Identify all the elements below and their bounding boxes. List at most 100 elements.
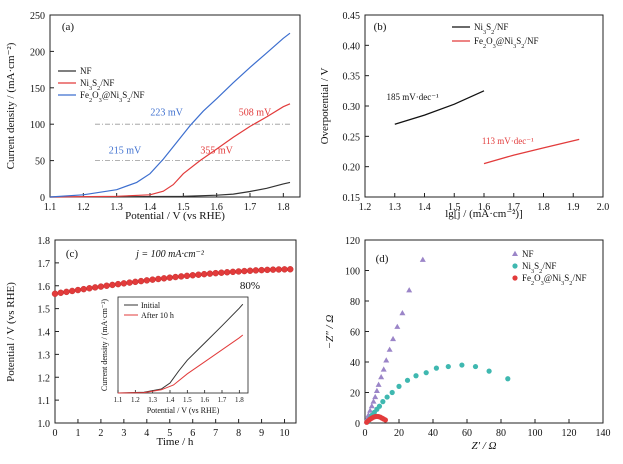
x-tick-label: 7 <box>213 428 218 439</box>
annotation-label: 113 mV·dec⁻¹ <box>482 136 534 146</box>
series-line-1 <box>49 103 291 198</box>
panel-label: (b) <box>374 21 387 33</box>
inset-legend-label: Initial <box>141 301 161 310</box>
x-tick-label: 1.6 <box>478 202 491 213</box>
data-point <box>149 276 156 283</box>
data-point <box>172 273 179 281</box>
x-tick-label: 120 <box>562 428 577 439</box>
y-tick-label: 0.20 <box>343 163 361 174</box>
data-point <box>264 266 271 274</box>
data-point <box>143 277 151 284</box>
series-line-1 <box>483 138 580 165</box>
inset-x-axis-label: Potential / V (vs RHE) <box>147 406 220 415</box>
data-point <box>137 277 145 285</box>
x-tick-label: 1.7 <box>244 202 257 213</box>
condition-label: j = 100 mA·cm⁻² <box>134 249 205 260</box>
data-point <box>384 394 390 400</box>
inset-x-tick-label: 1.2 <box>131 396 140 404</box>
inset-x-tick-label: 1.3 <box>148 396 157 404</box>
series-line-0 <box>394 90 485 125</box>
data-point <box>160 275 168 282</box>
x-tick-label: 4 <box>144 428 149 439</box>
data-point <box>370 398 377 404</box>
data-point <box>120 280 128 287</box>
data-point <box>383 357 390 363</box>
x-tick-label: 0 <box>53 428 58 439</box>
x-tick-label: 10 <box>280 428 290 439</box>
plot-frame <box>49 14 301 198</box>
y-tick-label: 1.7 <box>38 259 51 270</box>
x-axis-label: lg[j / (mA·cm⁻²)] <box>445 208 523 220</box>
y-tick-label: 50 <box>35 157 45 168</box>
x-tick-label: 1.3 <box>110 202 123 213</box>
data-point <box>368 403 375 409</box>
data-point <box>178 273 185 280</box>
y-tick-label: 1.1 <box>38 396 51 407</box>
x-tick-label: 1.7 <box>508 202 521 213</box>
y-tick-label: 1.2 <box>38 373 51 384</box>
x-axis-label: Time / h <box>157 436 194 448</box>
legend-marker <box>512 275 518 281</box>
x-tick-label: 5 <box>167 428 172 439</box>
legend-marker <box>512 263 518 269</box>
y-tick-label: 0 <box>40 193 45 204</box>
data-point <box>367 407 374 413</box>
x-tick-label: 1.5 <box>177 202 190 213</box>
x-tick-label: 1.1 <box>44 202 57 213</box>
data-point <box>472 363 479 370</box>
legend-label: Ni3S2/NF <box>474 22 508 36</box>
data-point <box>373 387 380 393</box>
x-axis-label: Potential / V (vs RHE) <box>125 210 225 222</box>
data-point <box>57 289 64 297</box>
y-tick-label: 100 <box>30 120 45 131</box>
y-tick-label: 0.45 <box>343 11 361 22</box>
y-tick-label: 200 <box>30 47 45 58</box>
data-point <box>69 287 76 295</box>
data-point <box>223 269 231 276</box>
data-point <box>505 376 511 382</box>
y-tick-label: 0.40 <box>343 41 361 52</box>
x-tick-label: 60 <box>462 428 472 439</box>
data-point <box>386 346 393 352</box>
annotation-label: 185 mV·dec⁻¹ <box>387 92 439 102</box>
panel-b: 1.2 1.3 1.4 1.5 1.6 1.7 1.8 1.9 2.0 0.15 0.20 0.25 0… <box>319 11 609 220</box>
inset-series-line-1 <box>117 334 244 394</box>
legend-label: NF <box>80 66 92 76</box>
y-tick-label: 1.8 <box>38 236 51 247</box>
x-tick-label: 1.9 <box>567 202 580 213</box>
panel-label: (d) <box>376 253 389 265</box>
x-tick-label: 1.6 <box>210 202 223 213</box>
y-tick-label: 250 <box>30 11 45 22</box>
data-point <box>189 272 196 279</box>
x-tick-label: 9 <box>259 428 264 439</box>
legend-label: Fe2O3@Ni3S2/NF <box>522 273 586 287</box>
x-tick-label: 2.0 <box>597 202 610 213</box>
data-point <box>394 323 401 329</box>
data-point <box>404 377 411 383</box>
annotation-label: 223 mV <box>150 107 183 118</box>
x-tick-label: 1.4 <box>144 202 157 213</box>
data-point <box>445 363 451 370</box>
data-point <box>241 267 248 275</box>
data-point <box>200 270 208 278</box>
panel-a: 1.1 1.2 1.3 1.4 1.5 1.6 1.7 1.8 0 50 100 150 200 250 2… <box>5 11 301 222</box>
y-axis-label: −Z″ / Ω <box>324 315 336 350</box>
panel-d: 0 20 40 60 80 100 120 140 0 20 40 60 80 100 120 (d) NF Ni… <box>324 236 611 452</box>
inset-x-tick-label: 1.7 <box>218 396 227 404</box>
x-tick-label: 1.4 <box>418 202 431 213</box>
data-point <box>459 362 465 368</box>
y-tick-label: 1.3 <box>38 350 51 361</box>
data-point <box>97 283 105 290</box>
series-line-0 <box>49 181 291 198</box>
data-point <box>423 370 429 376</box>
data-point <box>91 284 99 291</box>
x-tick-label: 1.2 <box>77 202 90 213</box>
y-tick-label: 1.6 <box>38 282 51 293</box>
data-point <box>389 389 395 396</box>
data-point <box>252 267 260 274</box>
data-point <box>109 281 116 289</box>
x-axis-label: Z′ / Ω <box>471 440 496 452</box>
x-tick-label: 1.2 <box>359 202 372 213</box>
data-point <box>396 383 402 389</box>
